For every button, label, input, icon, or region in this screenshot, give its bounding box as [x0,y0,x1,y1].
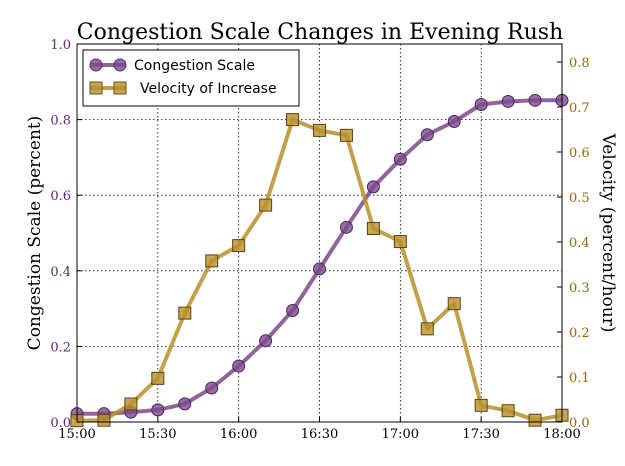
left-tick-label: 0.4 [50,265,71,280]
right-tick-label: 0.5 [569,191,590,206]
data-point-congestion [339,220,353,234]
data-point-velocity [474,398,488,412]
data-point-velocity [205,254,219,268]
right-tick-label: 0.0 [569,416,590,431]
data-point-congestion [313,262,326,276]
data-point-congestion [528,93,542,107]
legend-marker-congestion [89,58,103,72]
data-point-congestion [501,94,515,108]
data-point-congestion [205,381,219,395]
data-point-velocity [447,297,461,311]
data-point-velocity [286,113,300,127]
data-point-congestion [232,359,246,373]
data-point-congestion [474,97,488,111]
right-tick-label: 0.4 [569,236,590,251]
data-point-congestion [178,397,192,411]
left-tick-label: 0.6 [50,189,71,204]
left-tick-label: 1.0 [50,38,71,53]
legend-marker-velocity [113,81,127,95]
data-point-congestion [366,180,380,194]
right-axis-label: Velocity (percent/hour) [598,133,618,333]
data-point-velocity [97,413,111,427]
legend: Congestion Scale Velocity of Increase [82,49,300,107]
data-point-congestion [151,403,165,417]
x-tick-label: 16:30 [301,427,338,442]
data-point-velocity [420,322,434,336]
data-point-velocity [178,306,192,320]
legend-marker-velocity [89,81,103,95]
x-tick-label: 16:00 [220,427,257,442]
data-point-velocity [313,123,326,137]
data-point-congestion [420,128,434,142]
legend-marker-congestion [113,58,127,72]
data-point-velocity [232,239,246,253]
data-point-congestion [259,334,273,348]
data-point-congestion [286,303,300,317]
data-point-velocity [124,397,138,411]
legend-label-velocity: Velocity of Increase [140,81,277,97]
data-point-congestion [447,114,461,128]
data-point-velocity [259,198,273,212]
grid-lines [77,44,562,422]
data-point-velocity [339,128,353,142]
series-markers [70,93,569,428]
left-tick-label: 0.0 [50,416,71,431]
right-tick-label: 0.2 [569,326,590,341]
x-tick-label: 15:00 [58,427,95,442]
right-tick-label: 0.1 [569,371,590,386]
left-tick-label: 0.2 [50,340,71,355]
right-tick-label: 0.8 [569,56,590,71]
x-tick-label: 15:30 [139,427,176,442]
chart-title: Congestion Scale Changes in Evening Rush [77,20,564,45]
data-point-congestion [393,152,407,166]
data-point-velocity [366,222,380,235]
data-point-velocity [393,235,407,249]
right-tick-label: 0.7 [569,101,590,116]
data-point-velocity [501,404,515,418]
data-point-velocity [151,371,165,385]
x-tick-label: 18:00 [543,427,580,442]
left-axis-label: Congestion Scale (percent) [25,116,45,351]
left-tick-label: 0.8 [50,114,71,129]
data-point-velocity [528,413,542,427]
legend-label-congestion: Congestion Scale [134,58,255,74]
axis-ticks: 15:00 15:30 16:00 16:30 17:00 17:30 18:000.00.… [50,38,589,442]
right-tick-label: 0.3 [569,281,590,296]
x-tick-label: 17:30 [462,427,499,442]
x-tick-label: 17:00 [382,427,419,442]
right-tick-label: 0.6 [569,146,590,161]
